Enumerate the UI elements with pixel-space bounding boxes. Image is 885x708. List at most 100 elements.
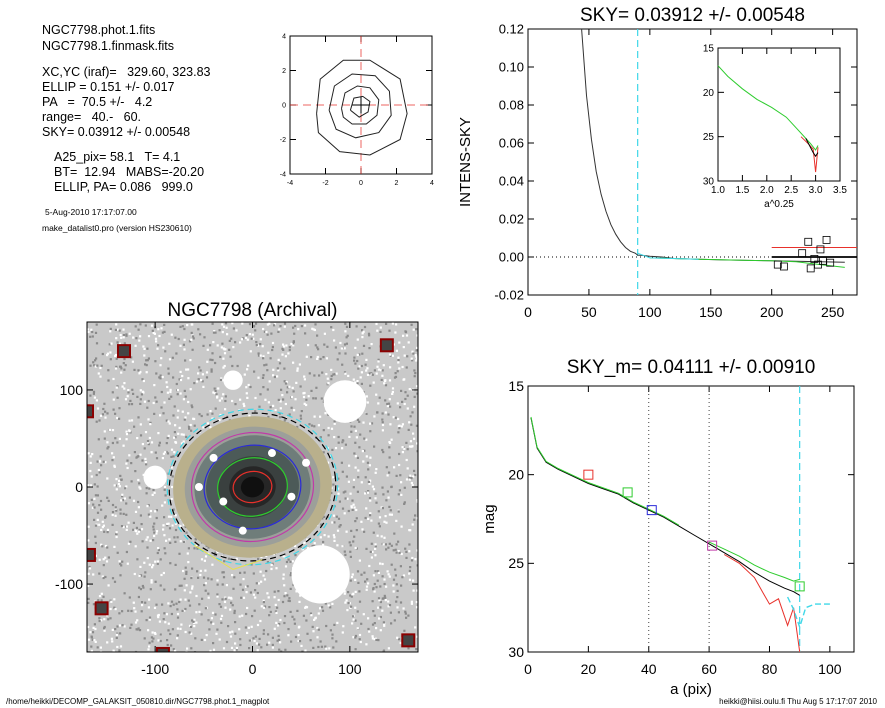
noise-speck [335,640,338,643]
noise-speck [332,514,336,517]
noise-speck [278,416,282,419]
noise-speck [121,493,124,496]
noise-speck [255,344,258,347]
noise-speck [229,608,232,611]
noise-speck [212,642,215,645]
noise-speck [319,536,322,539]
noise-speck [268,322,271,325]
noise-speck [227,625,230,628]
noise-speck [145,487,148,490]
noise-speck [262,574,265,577]
noise-speck [127,391,130,394]
noise-speck [141,604,144,607]
noise-speck [190,331,193,334]
noise-speck [276,367,279,370]
noise-speck [135,337,138,340]
noise-speck [99,455,102,458]
noise-speck [90,498,93,501]
noise-speck [388,353,392,356]
noise-speck [398,424,401,427]
noise-speck [97,438,100,441]
noise-speck [160,357,163,360]
noise-speck [366,461,369,464]
noise-speck [226,333,229,336]
noise-speck [286,391,289,394]
noise-speck [154,632,157,635]
noise-speck [381,448,384,452]
noise-speck [89,461,92,464]
noise-speck [354,346,357,349]
noise-speck [283,325,286,328]
noise-speck [293,618,296,621]
noise-speck [304,324,307,327]
noise-speck [204,589,207,592]
noise-speck [146,359,149,362]
noise-speck [362,344,366,347]
noise-speck [344,352,347,355]
noise-speck [372,381,375,384]
noise-speck [284,648,287,651]
noise-speck [109,327,112,330]
noise-speck [205,371,209,374]
noise-speck [331,637,334,640]
noise-speck [382,649,386,652]
noise-speck [129,399,132,402]
a25-value: A25_pix= 58.1 T= 4.1 [54,150,181,164]
noise-speck [164,350,167,353]
noise-speck [138,482,141,485]
noise-speck [378,617,381,620]
noise-speck [341,441,344,444]
noise-speck [383,582,386,586]
noise-speck [185,531,188,534]
star-box [155,646,170,652]
noise-speck [355,517,358,520]
noise-speck [278,638,281,641]
noise-speck [361,329,364,332]
noise-speck [175,382,178,386]
noise-speck [174,441,177,444]
noise-speck [224,322,228,325]
noise-speck [131,360,134,363]
noise-speck [348,435,351,438]
noise-speck [106,546,109,549]
noise-speck [106,354,109,357]
noise-speck [352,615,355,618]
noise-speck [207,577,210,580]
noise-speck [285,344,288,347]
noise-speck [385,548,388,551]
noise-speck [409,474,412,477]
noise-speck [293,332,296,335]
noise-speck [410,357,413,360]
inset-y-tick-label: 20 [703,88,715,99]
noise-speck [323,515,326,518]
noise-speck [174,649,177,652]
noise-speck [379,585,382,588]
noise-speck [100,464,103,467]
noise-speck [176,389,179,392]
noise-speck [118,342,121,345]
noise-speck [123,387,126,390]
profile-y-tick-label: 0.12 [499,22,524,37]
noise-speck [167,602,170,605]
noise-speck [139,402,142,405]
noise-speck [354,520,357,523]
noise-speck [387,546,390,549]
noise-speck [265,330,268,334]
noise-speck [298,625,301,628]
noise-speck [140,393,143,396]
noise-speck [408,572,411,575]
noise-speck [120,525,124,528]
noise-speck [263,578,267,581]
mag-x-tick-label: 40 [641,661,657,677]
noise-speck [224,348,227,351]
noise-speck [367,480,370,483]
noise-speck [169,541,172,544]
noise-speck [356,338,359,341]
noise-speck [398,427,401,430]
noise-speck [312,646,315,649]
noise-speck [99,499,103,503]
noise-speck [159,377,162,380]
noise-speck [242,402,245,405]
noise-speck [187,377,190,380]
noise-speck [344,490,347,493]
